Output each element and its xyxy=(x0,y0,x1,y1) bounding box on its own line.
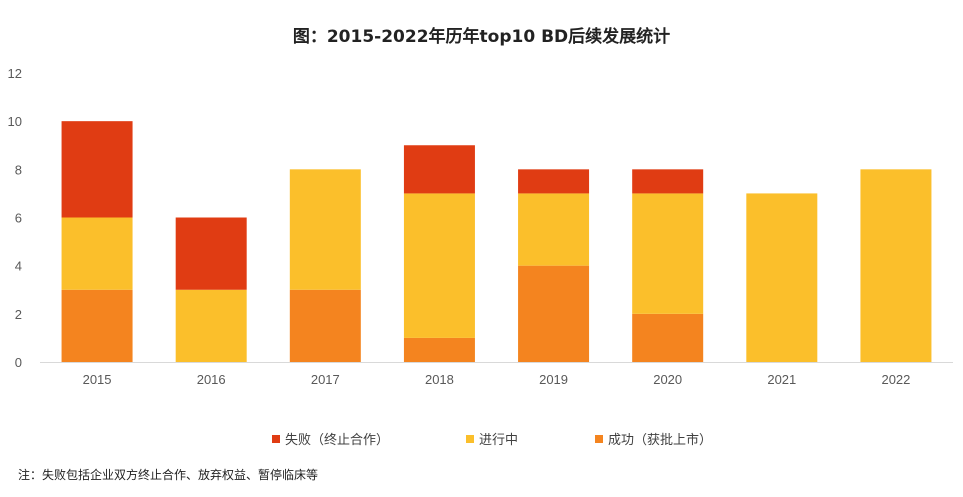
bar-segment xyxy=(518,193,590,266)
y-tick-label: 8 xyxy=(15,162,22,177)
bar-segment xyxy=(403,193,475,338)
legend: 失败（终止合作） 进行中 成功（获批上市） xyxy=(0,429,963,449)
x-axis-ticks: 2015 2016 2017 2018 2019 2020 2021 2022 xyxy=(83,372,911,387)
bar-segment xyxy=(175,289,247,362)
x-tick-label: 2022 xyxy=(881,372,910,387)
x-tick-label: 2017 xyxy=(311,372,340,387)
y-tick-label: 4 xyxy=(15,259,22,274)
legend-item: 进行中 xyxy=(466,429,518,448)
y-tick-label: 0 xyxy=(15,355,22,370)
bar-segment xyxy=(289,169,361,290)
bar-segment xyxy=(61,217,133,290)
x-tick-label: 2019 xyxy=(539,372,568,387)
bar-segment xyxy=(632,193,704,314)
bar-segment xyxy=(518,169,590,194)
bar-segment xyxy=(518,265,590,362)
x-tick-label: 2016 xyxy=(197,372,226,387)
y-tick-label: 2 xyxy=(15,307,22,322)
bar-segment xyxy=(61,121,133,218)
legend-item: 失败（终止合作） xyxy=(272,429,389,448)
y-tick-label: 12 xyxy=(8,66,22,81)
bar-segment xyxy=(289,289,361,362)
bars xyxy=(61,121,932,362)
x-tick-label: 2020 xyxy=(653,372,682,387)
bar-segment xyxy=(860,169,932,362)
bar-segment xyxy=(403,337,475,362)
bar-segment xyxy=(632,169,704,194)
bar-segment xyxy=(175,217,247,290)
x-tick-label: 2021 xyxy=(767,372,796,387)
legend-label: 进行中 xyxy=(479,433,519,448)
bar-segment xyxy=(746,193,818,362)
x-tick-label: 2015 xyxy=(83,372,112,387)
footnote: 注：失败包括企业双方终止合作、放弃权益、暂停临床等 xyxy=(18,468,319,482)
x-tick-label: 2018 xyxy=(425,372,454,387)
bar-segment xyxy=(61,289,133,362)
bar-segment xyxy=(632,313,704,362)
bar-segment xyxy=(403,145,475,194)
legend-label: 成功（获批上市） xyxy=(608,433,713,448)
legend-swatch xyxy=(595,434,603,443)
y-tick-label: 10 xyxy=(8,114,22,129)
legend-label: 失败（终止合作） xyxy=(285,433,390,448)
y-tick-label: 6 xyxy=(15,211,22,226)
legend-swatch xyxy=(272,434,280,443)
y-axis-ticks: 0 2 4 6 8 10 12 xyxy=(8,66,22,370)
legend-item: 成功（获批上市） xyxy=(595,429,712,448)
legend-swatch xyxy=(466,434,474,443)
chart-title: 图：2015-2022年历年top10 BD后续发展统计 xyxy=(292,27,671,47)
